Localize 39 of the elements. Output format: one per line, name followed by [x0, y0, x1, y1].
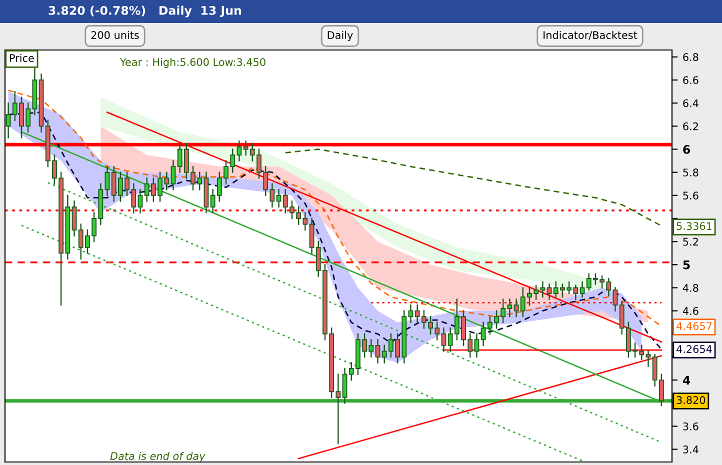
text: Indicator/Backtest	[544, 30, 638, 40]
y-tick-label: 5.2	[683, 238, 698, 246]
candlestick	[646, 350, 651, 367]
candlestick	[342, 368, 348, 404]
y-tick-label: 6	[683, 144, 690, 154]
candlestick	[72, 200, 77, 236]
candlestick	[104, 166, 110, 196]
y-tick-label: 6.6	[683, 76, 698, 84]
annotation: Price	[10, 54, 34, 62]
candlestick	[474, 333, 480, 358]
annotation: Data is end of day	[110, 452, 206, 462]
y-tick-label: 5	[683, 260, 690, 270]
annotation: Year : High:5.600 Low:3.450	[120, 58, 266, 68]
text: 5.3361	[676, 222, 712, 230]
y-tick-label: 3.4	[683, 446, 698, 454]
y-tick-label: 4.8	[682, 284, 698, 292]
y-tick-label: 6.4	[683, 99, 698, 108]
text: Daily	[328, 30, 353, 42]
candlestick	[408, 304, 414, 323]
y-tick-label: 6.2	[683, 122, 698, 130]
y-tick-label: 4	[682, 376, 690, 385]
text: 200 units	[91, 30, 139, 40]
candlestick	[138, 189, 143, 214]
y-tick-label: 3.6	[683, 422, 698, 430]
y-tick-label: 4.6	[682, 307, 698, 315]
text: 4.2654	[676, 345, 712, 354]
candlestick	[580, 281, 585, 298]
line-series	[284, 148, 662, 227]
y-tick-label: 5.8	[683, 168, 698, 176]
candlestick	[375, 339, 380, 364]
candlestick	[309, 218, 314, 254]
candlestick	[612, 287, 618, 312]
chart-title: 3.820 (-0.78%) Daily 13 Jun	[48, 6, 242, 18]
y-tick-label: 5.6	[683, 192, 698, 200]
candlestick	[170, 160, 176, 190]
candlestick	[441, 328, 446, 352]
text: 3.820	[676, 396, 706, 404]
y-tick-label: 6.8	[683, 53, 698, 62]
text: 4.4657	[676, 322, 712, 330]
